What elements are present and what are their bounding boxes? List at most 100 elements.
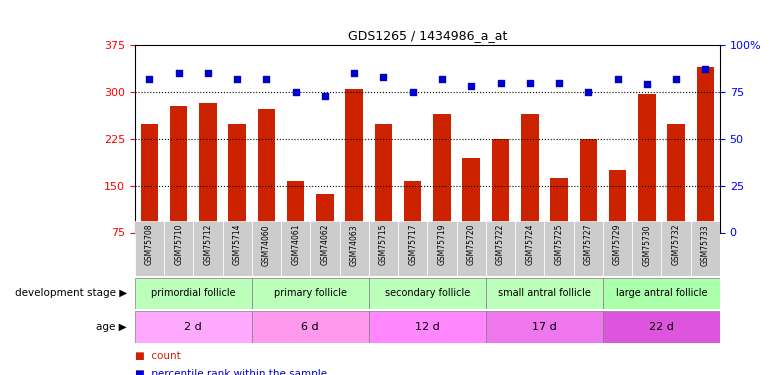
Point xyxy=(670,76,682,82)
Bar xyxy=(310,221,340,276)
Bar xyxy=(340,221,369,276)
Bar xyxy=(486,278,603,309)
Bar xyxy=(691,221,720,276)
Text: GSM74063: GSM74063 xyxy=(350,224,359,266)
Text: primordial follicle: primordial follicle xyxy=(151,288,236,298)
Text: GSM75725: GSM75725 xyxy=(554,224,564,266)
Point xyxy=(348,70,360,76)
Point xyxy=(290,89,302,95)
Point xyxy=(611,76,624,82)
Point xyxy=(553,80,565,86)
Text: GSM75729: GSM75729 xyxy=(613,224,622,266)
Bar xyxy=(135,311,252,343)
Point xyxy=(465,83,477,89)
Text: 17 d: 17 d xyxy=(532,322,557,332)
Bar xyxy=(229,124,246,232)
Text: GSM75712: GSM75712 xyxy=(203,224,213,266)
Bar xyxy=(258,110,275,232)
Bar xyxy=(544,221,574,276)
Text: GSM75720: GSM75720 xyxy=(467,224,476,266)
Bar xyxy=(369,278,486,309)
Bar xyxy=(135,221,164,276)
Bar xyxy=(551,177,567,232)
Point xyxy=(202,70,214,76)
Bar xyxy=(521,114,538,232)
Bar xyxy=(398,221,427,276)
Text: secondary follicle: secondary follicle xyxy=(385,288,470,298)
Point xyxy=(524,80,536,86)
Bar xyxy=(668,124,685,232)
Bar xyxy=(193,221,223,276)
Bar xyxy=(515,221,544,276)
Text: 2 d: 2 d xyxy=(184,322,203,332)
Bar xyxy=(252,278,369,309)
Bar xyxy=(252,221,281,276)
Bar xyxy=(609,170,626,232)
Bar xyxy=(369,221,398,276)
Bar xyxy=(603,221,632,276)
Text: GSM75708: GSM75708 xyxy=(145,224,154,266)
Bar xyxy=(603,311,720,343)
Bar xyxy=(316,194,333,232)
Text: GSM75724: GSM75724 xyxy=(525,224,534,266)
Bar xyxy=(580,139,597,232)
Text: GSM75717: GSM75717 xyxy=(408,224,417,266)
Text: small antral follicle: small antral follicle xyxy=(498,288,591,298)
Text: large antral follicle: large antral follicle xyxy=(616,288,707,298)
Bar xyxy=(164,221,193,276)
Bar xyxy=(697,67,714,232)
Text: primary follicle: primary follicle xyxy=(274,288,346,298)
Text: GSM75733: GSM75733 xyxy=(701,224,710,266)
Bar xyxy=(457,221,486,276)
Point xyxy=(260,76,273,82)
Text: GSM75719: GSM75719 xyxy=(437,224,447,266)
Bar xyxy=(404,181,421,232)
Text: GSM75727: GSM75727 xyxy=(584,224,593,266)
Point xyxy=(407,89,419,95)
Text: GSM75710: GSM75710 xyxy=(174,224,183,266)
Text: GSM75714: GSM75714 xyxy=(233,224,242,266)
Text: GSM75732: GSM75732 xyxy=(671,224,681,266)
Text: ■  percentile rank within the sample: ■ percentile rank within the sample xyxy=(135,369,327,375)
Point xyxy=(319,93,331,99)
Bar xyxy=(434,114,450,232)
Point xyxy=(494,80,507,86)
Text: development stage ▶: development stage ▶ xyxy=(15,288,127,298)
Bar xyxy=(223,221,252,276)
Text: 22 d: 22 d xyxy=(649,322,674,332)
Text: GSM74060: GSM74060 xyxy=(262,224,271,266)
Bar xyxy=(427,221,457,276)
Point xyxy=(582,89,594,95)
Bar xyxy=(281,221,310,276)
Text: age ▶: age ▶ xyxy=(96,322,127,332)
Bar xyxy=(141,124,158,232)
Bar xyxy=(199,103,216,232)
Bar xyxy=(135,278,252,309)
Bar xyxy=(661,221,691,276)
Bar xyxy=(603,278,720,309)
Point xyxy=(231,76,243,82)
Point xyxy=(172,70,185,76)
Text: GSM75715: GSM75715 xyxy=(379,224,388,266)
Bar xyxy=(638,94,655,232)
Bar xyxy=(574,221,603,276)
Point xyxy=(699,66,711,72)
Text: GSM75722: GSM75722 xyxy=(496,224,505,266)
Bar xyxy=(486,311,603,343)
Bar xyxy=(287,181,304,232)
Bar xyxy=(632,221,661,276)
Point xyxy=(436,76,448,82)
Point xyxy=(377,74,390,80)
Bar xyxy=(170,106,187,232)
Text: ■  count: ■ count xyxy=(135,351,180,361)
Text: 6 d: 6 d xyxy=(302,322,319,332)
Bar xyxy=(486,221,515,276)
Point xyxy=(143,76,156,82)
Bar xyxy=(375,124,392,232)
Text: GSM74062: GSM74062 xyxy=(320,224,330,266)
Text: 12 d: 12 d xyxy=(415,322,440,332)
Bar xyxy=(369,311,486,343)
Text: GSM74061: GSM74061 xyxy=(291,224,300,266)
Bar xyxy=(463,158,480,232)
Text: GSM75730: GSM75730 xyxy=(642,224,651,266)
